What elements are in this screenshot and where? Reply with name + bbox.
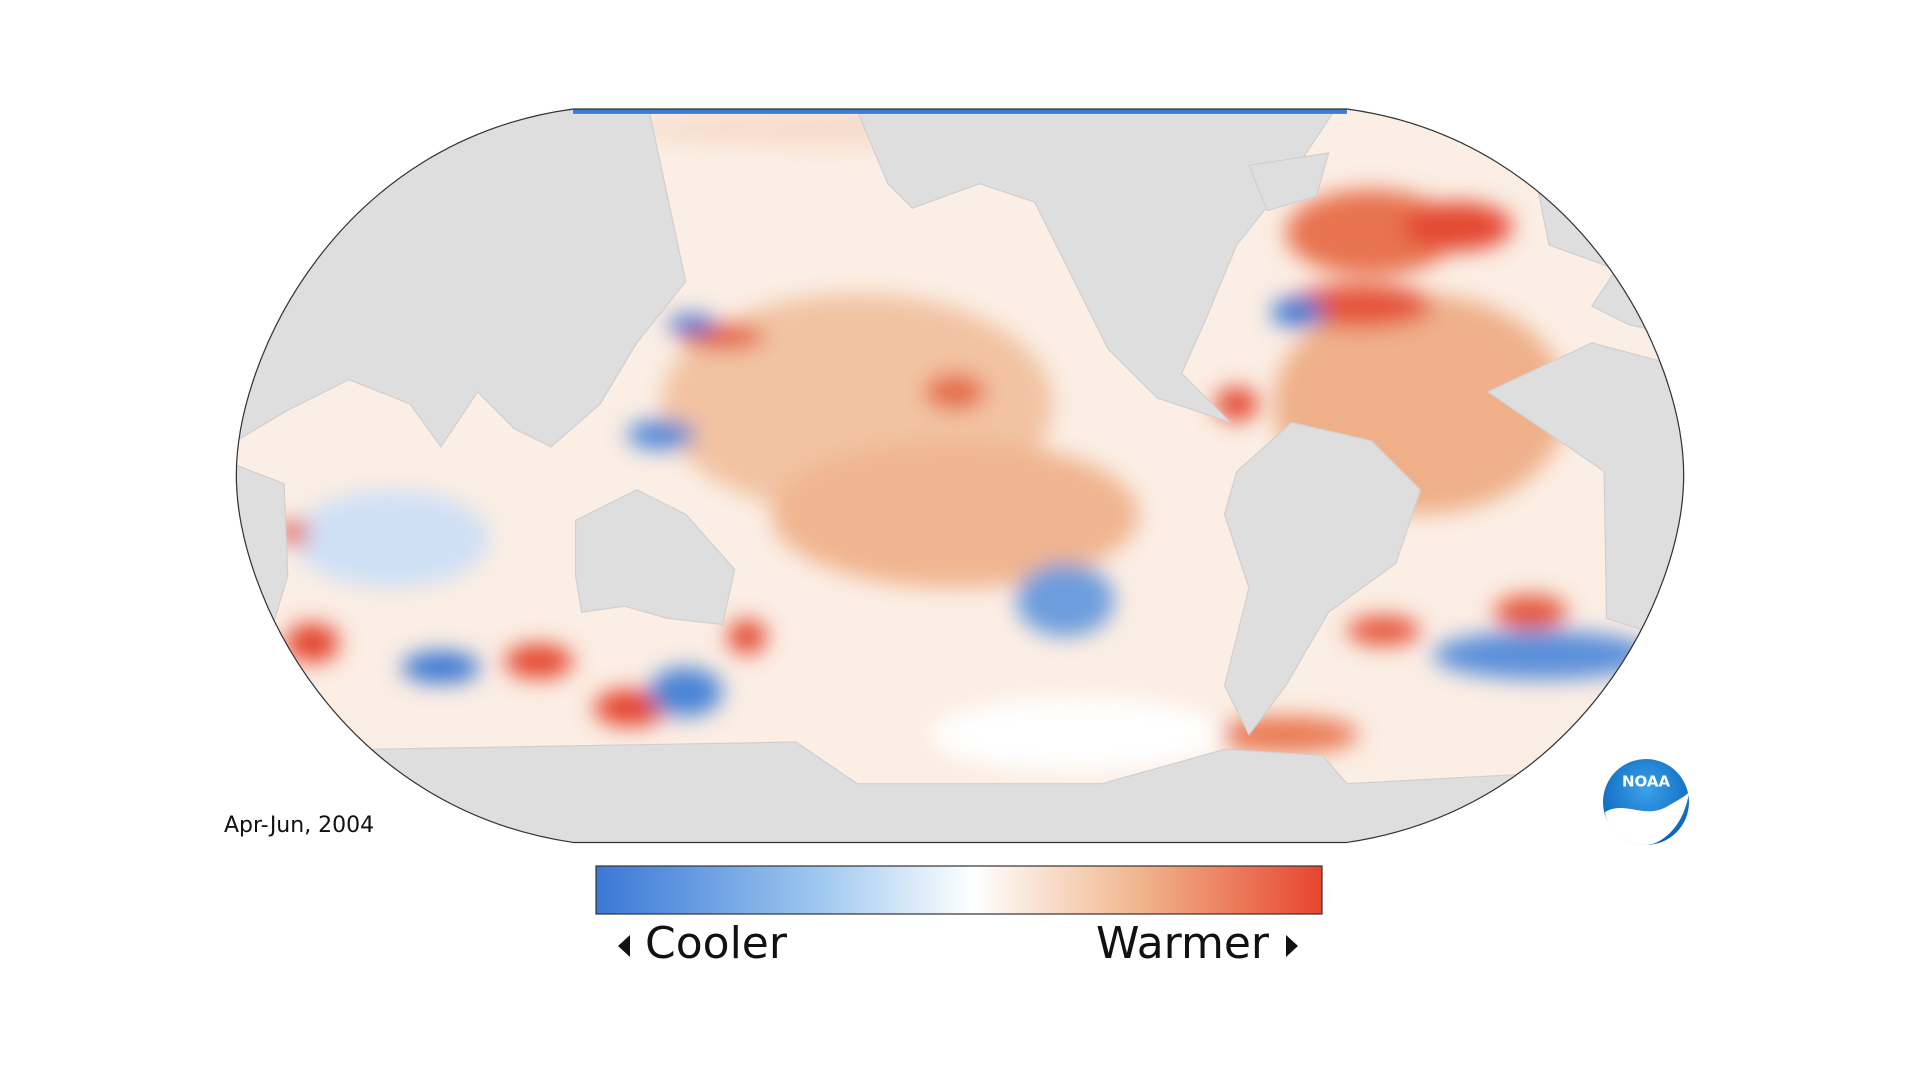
warmer-arrow — [1286, 935, 1298, 957]
date-label: Apr-Jun, 2004 — [224, 813, 374, 838]
map-outline — [235, 108, 1685, 844]
land — [236, 109, 1684, 843]
legend-high: Warmer — [1096, 918, 1270, 969]
color-scale — [595, 865, 1323, 915]
map-body — [236, 108, 1684, 843]
legend-low: Cooler — [645, 918, 788, 969]
logo-text: NOAA — [1622, 773, 1671, 791]
map — [235, 108, 1685, 844]
top-edge-strip — [573, 108, 1347, 114]
anomaly-field — [279, 111, 1654, 772]
noaa-logo: NOAA — [1603, 759, 1689, 845]
cooler-arrow — [618, 935, 630, 957]
